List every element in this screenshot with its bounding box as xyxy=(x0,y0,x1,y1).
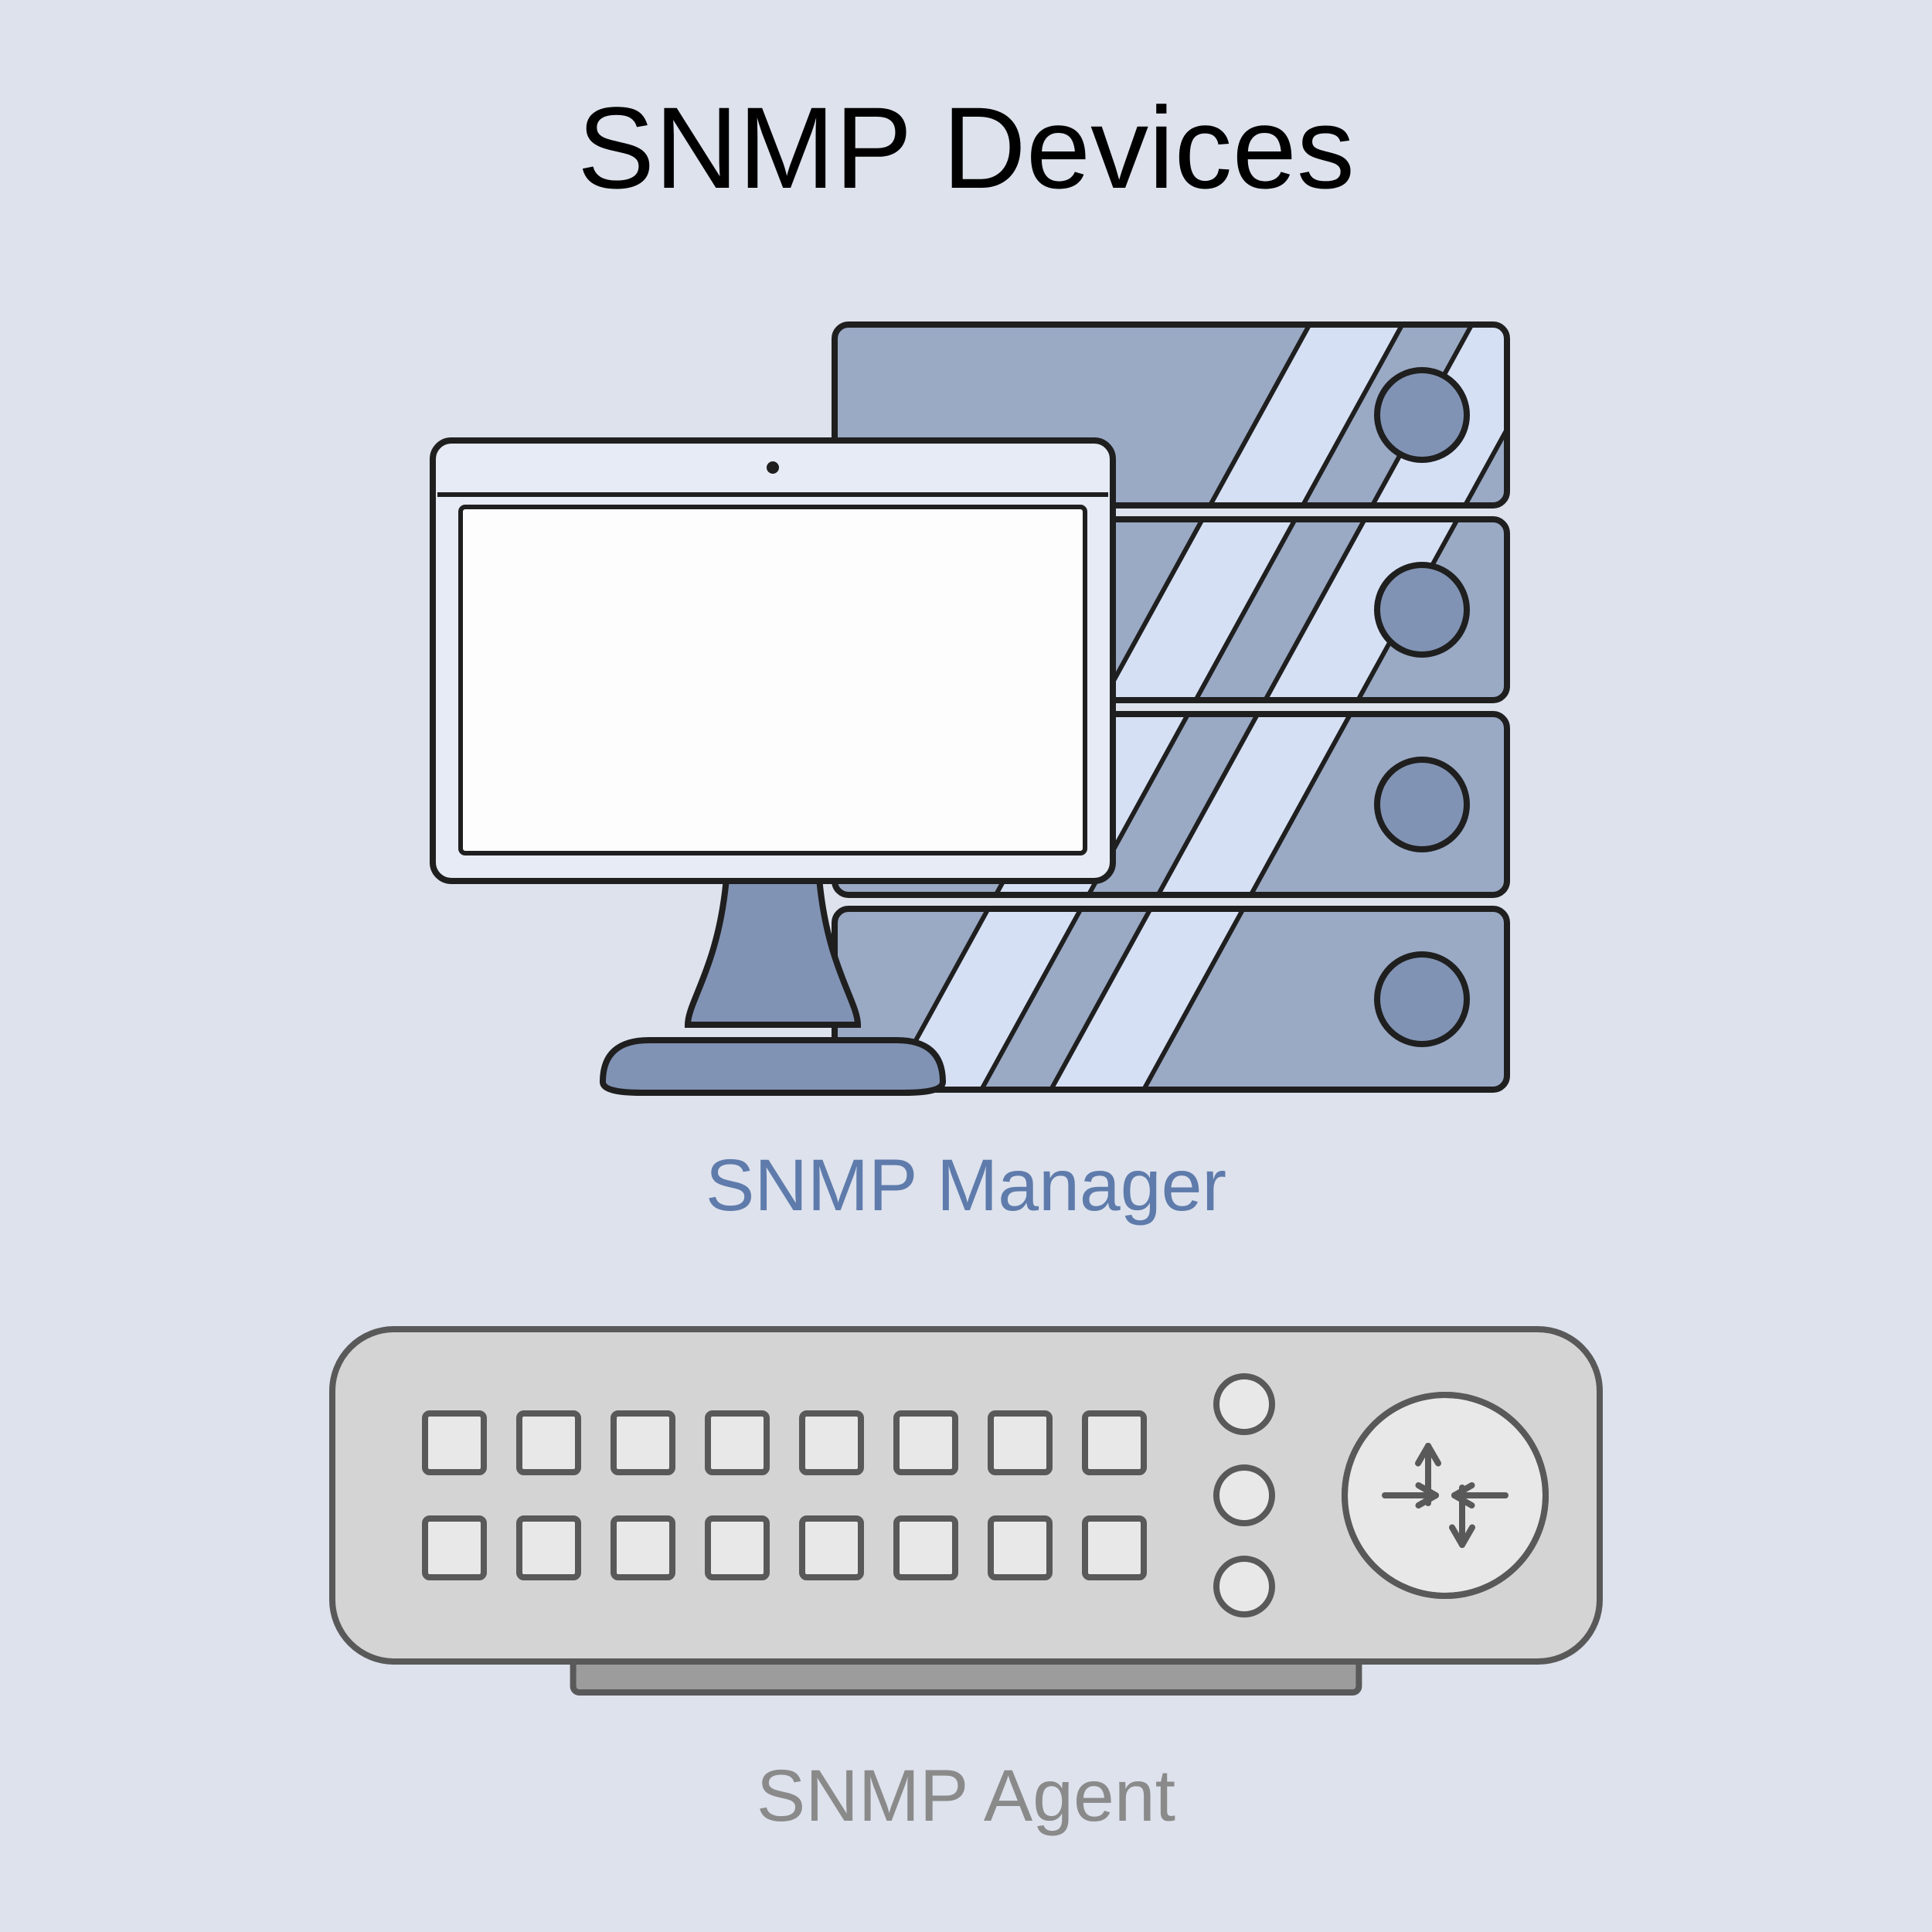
agent-label: SNMP Agent xyxy=(0,1754,1932,1838)
diagram-title: SNMP Devices xyxy=(0,81,1932,215)
router-icon xyxy=(332,1329,1600,1692)
manager-label: SNMP Manager xyxy=(0,1144,1932,1228)
diagram-canvas: SNMP Devices SNMP Manager SNMP Agent xyxy=(0,0,1932,1932)
diagram-svg xyxy=(0,0,1932,1932)
